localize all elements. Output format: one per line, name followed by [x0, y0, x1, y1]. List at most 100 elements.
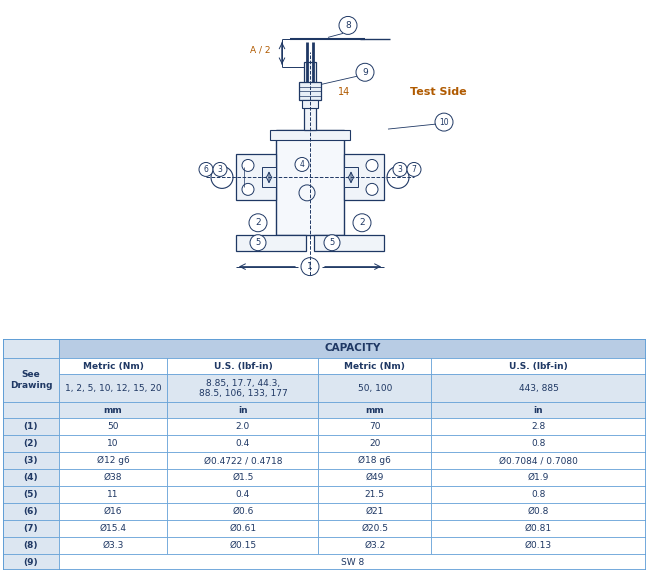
Bar	[167, 375, 319, 403]
Text: Ø15.4: Ø15.4	[99, 524, 127, 533]
Bar	[319, 357, 431, 375]
Bar	[431, 486, 646, 503]
Text: 0.8: 0.8	[532, 490, 546, 499]
Bar	[270, 130, 350, 140]
Text: Ø0.61: Ø0.61	[229, 524, 256, 533]
Circle shape	[213, 163, 227, 176]
Text: (2): (2)	[24, 439, 38, 448]
Text: 3: 3	[398, 165, 402, 174]
Bar	[314, 235, 384, 251]
Text: Ø1.5: Ø1.5	[232, 473, 254, 482]
Bar	[431, 419, 646, 435]
Bar	[3, 520, 58, 537]
Text: Ø1.9: Ø1.9	[528, 473, 549, 482]
Bar	[3, 469, 58, 486]
Bar	[167, 357, 319, 375]
Bar	[431, 469, 646, 486]
Bar	[3, 486, 58, 503]
Text: Ø20.5: Ø20.5	[361, 524, 388, 533]
Text: 0.8: 0.8	[532, 439, 546, 448]
Bar	[344, 155, 384, 200]
Bar	[58, 469, 167, 486]
Bar	[319, 520, 431, 537]
Bar	[299, 82, 321, 100]
Bar	[167, 503, 319, 520]
Text: 7: 7	[411, 165, 417, 174]
Bar	[58, 537, 167, 554]
Text: 2: 2	[255, 218, 261, 227]
Text: 8: 8	[345, 21, 351, 30]
Circle shape	[435, 113, 453, 131]
Text: Ø0.4722 / 0.4718: Ø0.4722 / 0.4718	[204, 456, 282, 465]
Bar	[167, 537, 319, 554]
Text: Ø38: Ø38	[104, 473, 122, 482]
Text: 5: 5	[330, 238, 335, 247]
Bar	[58, 357, 167, 375]
Bar	[58, 419, 167, 435]
Text: A / 2: A / 2	[249, 46, 270, 55]
Circle shape	[301, 258, 319, 276]
Text: 2: 2	[359, 218, 365, 227]
Bar	[319, 452, 431, 469]
Bar	[3, 419, 58, 435]
Bar	[58, 375, 167, 403]
Text: 3: 3	[217, 165, 223, 174]
Text: mm: mm	[365, 406, 384, 415]
Bar	[344, 167, 358, 187]
Text: 21.5: 21.5	[365, 490, 385, 499]
Text: 70: 70	[369, 423, 380, 431]
Text: Ø0.7084 / 0.7080: Ø0.7084 / 0.7080	[499, 456, 578, 465]
Circle shape	[366, 159, 378, 171]
Bar	[58, 554, 646, 571]
Bar	[3, 339, 58, 357]
Text: Ø0.8: Ø0.8	[528, 507, 549, 516]
Text: (8): (8)	[24, 541, 38, 550]
Bar	[167, 435, 319, 452]
Text: Ø49: Ø49	[365, 473, 384, 482]
Text: 20: 20	[369, 439, 380, 448]
Bar	[3, 357, 58, 375]
Text: Ø12 g6: Ø12 g6	[97, 456, 129, 465]
Text: Ø0.6: Ø0.6	[232, 507, 254, 516]
Text: 443, 885: 443, 885	[519, 384, 558, 393]
Text: in: in	[533, 406, 543, 415]
Bar	[3, 403, 58, 419]
Text: (9): (9)	[23, 558, 38, 567]
Bar	[58, 435, 167, 452]
Bar	[431, 520, 646, 537]
Bar	[262, 167, 276, 187]
Text: 6: 6	[204, 165, 208, 174]
Bar	[167, 486, 319, 503]
Bar	[431, 435, 646, 452]
Bar	[167, 469, 319, 486]
Bar	[319, 469, 431, 486]
Text: Ø3.2: Ø3.2	[364, 541, 386, 550]
Circle shape	[242, 183, 254, 195]
Circle shape	[387, 167, 409, 188]
Circle shape	[407, 163, 421, 176]
Text: Metric (Nm): Metric (Nm)	[345, 361, 405, 371]
Text: SW 8: SW 8	[341, 558, 364, 567]
Bar	[319, 419, 431, 435]
Text: U.S. (lbf-in): U.S. (lbf-in)	[509, 361, 568, 371]
Circle shape	[324, 235, 340, 251]
Circle shape	[339, 17, 357, 34]
Text: CAPACITY: CAPACITY	[324, 343, 380, 353]
Text: 1, 2, 5, 10, 12, 15, 20: 1, 2, 5, 10, 12, 15, 20	[65, 384, 162, 393]
Circle shape	[299, 185, 315, 201]
Text: in: in	[238, 406, 248, 415]
Text: 0.4: 0.4	[236, 490, 250, 499]
Text: See
Drawing: See Drawing	[10, 370, 52, 389]
Bar	[319, 435, 431, 452]
Text: (7): (7)	[23, 524, 38, 533]
Circle shape	[295, 158, 309, 171]
Circle shape	[199, 163, 213, 176]
Bar	[319, 503, 431, 520]
Bar	[236, 155, 276, 200]
Circle shape	[393, 163, 407, 176]
Bar	[167, 452, 319, 469]
Text: 8.85, 17.7, 44.3,
88.5, 106, 133, 177: 8.85, 17.7, 44.3, 88.5, 106, 133, 177	[199, 379, 288, 398]
Text: 10: 10	[439, 118, 449, 127]
Text: Ø18 g6: Ø18 g6	[358, 456, 391, 465]
Bar	[319, 537, 431, 554]
